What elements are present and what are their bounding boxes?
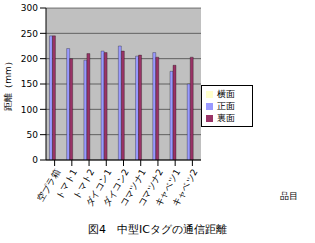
html-text:横面: 横面 bbox=[217, 89, 235, 99]
svg-text:空プラ箱: 空プラ箱 bbox=[35, 167, 62, 204]
svg-text:トマト2: トマト2 bbox=[71, 167, 97, 201]
svg-text:100: 100 bbox=[21, 105, 38, 115]
svg-text:ダイコン1: ダイコン1 bbox=[84, 167, 114, 209]
svg-text:キャベツ2: キャベツ2 bbox=[170, 167, 200, 208]
svg-text:ダイコン2: ダイコン2 bbox=[101, 167, 131, 209]
svg-text:コマツナ2: コマツナ2 bbox=[135, 167, 166, 209]
svg-text:トマト1: トマト1 bbox=[54, 167, 80, 201]
svg-text:キャベツ1: キャベツ1 bbox=[152, 167, 183, 209]
svg-text:距離（mm）: 距離（mm） bbox=[8, 57, 13, 111]
html-text:正面: 正面 bbox=[217, 101, 235, 111]
svg-text:コマツナ1: コマツナ1 bbox=[118, 167, 148, 209]
svg-text:200: 200 bbox=[21, 54, 38, 64]
html-text:図4 中型ICタグの通信距離: 図4 中型ICタグの通信距離 bbox=[88, 223, 227, 236]
svg-text:150: 150 bbox=[21, 79, 38, 89]
svg-text:250: 250 bbox=[21, 29, 38, 39]
svg-text:50: 50 bbox=[27, 130, 39, 140]
svg-text:0: 0 bbox=[32, 155, 38, 165]
svg-text:300: 300 bbox=[21, 3, 38, 13]
html-text:品目: 品目 bbox=[280, 191, 298, 201]
html-text:裏面: 裏面 bbox=[217, 113, 235, 123]
